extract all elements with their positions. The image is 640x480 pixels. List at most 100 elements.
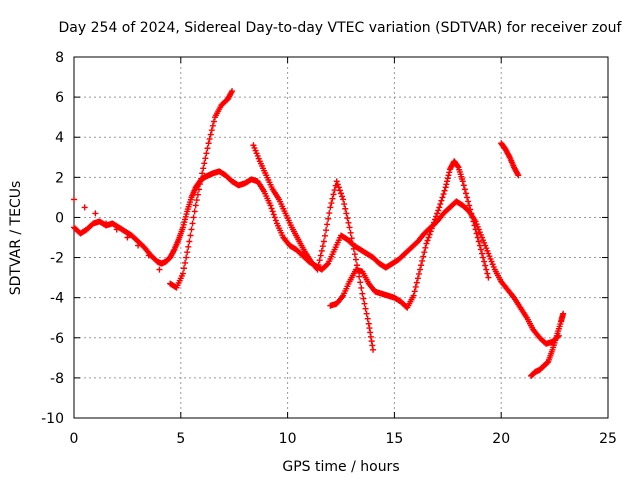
y-tick-label: 8 [55,50,64,66]
data-point [348,235,355,242]
data-point [183,254,190,261]
axes: 0 5 10 15 20 25 -10 -8 -6 -4 -2 0 2 4 6 8 [41,50,617,447]
data-point [357,279,364,286]
data-point [434,210,441,217]
data-point [92,210,99,217]
data-point [427,228,434,235]
data-point [200,165,207,172]
data-point [349,240,356,247]
data-point [430,219,437,226]
data-point [415,270,422,277]
data-point [201,160,208,167]
data-point [420,253,427,260]
data-point [364,315,371,322]
data-point [421,249,428,256]
x-tick-label: 25 [599,431,617,447]
data-point [477,246,484,253]
data-point [323,227,330,234]
data-point [362,305,369,312]
data-point [330,191,337,198]
data-point [343,210,350,217]
data-point [203,150,210,157]
data-point [331,187,338,194]
data-point [438,197,445,204]
data-point [194,191,201,198]
data-point [475,238,482,245]
data-point [342,205,349,212]
x-tick-label: 5 [176,431,185,447]
data-point [482,262,489,269]
data-point [439,194,446,201]
data-point [192,202,199,209]
data-point [429,222,436,229]
data-point [468,210,475,217]
data-point [361,300,368,307]
x-tick-label: 0 [70,431,79,447]
data-point [428,225,435,232]
data-point [356,273,363,280]
data-point [181,265,188,272]
data-point [188,226,195,233]
data-point [321,232,328,239]
data-point [412,283,419,290]
data-point [360,295,367,302]
data-point [417,266,424,273]
data-point [325,215,332,222]
data-point [365,320,372,327]
data-point [350,245,357,252]
data-point [459,178,466,185]
data-point [476,242,483,249]
data-point [370,346,377,353]
data-point [464,194,471,201]
data-point [185,243,192,250]
data-point [204,145,211,152]
data-point [425,234,432,241]
data-point [419,257,426,264]
data-point [315,261,322,268]
data-point [319,243,326,250]
data-point [469,214,476,221]
data-point [366,325,373,332]
data-point [316,257,323,264]
plot-frame [73,56,609,419]
data-point [483,266,490,273]
data-point [424,237,431,244]
y-tick-label: -10 [41,411,64,427]
data-point [318,247,325,254]
data-point [268,205,275,212]
data-point [326,210,333,217]
data-point [197,181,204,188]
data-point [124,234,131,241]
data-point [442,184,449,191]
data-point [327,204,334,211]
data-point [198,175,205,182]
data-point [358,284,365,291]
data-point [336,187,343,194]
data-point [480,254,487,261]
data-point [145,252,152,259]
data-point [435,207,442,214]
data-point [205,140,212,147]
data-point [324,221,331,228]
data-point [341,201,348,208]
data-point [437,201,444,208]
x-tick-label: 20 [492,431,510,447]
y-tick-label: -4 [50,291,64,307]
y-tick-label: 0 [55,210,64,226]
data-point [474,234,481,241]
y-tick-label: -8 [50,371,64,387]
data-point [367,333,374,340]
y-axis-label: SDTVAR / TECUs [8,181,24,296]
y-tick-label: 6 [55,90,64,106]
data-point [422,244,429,251]
y-tick-label: 2 [55,170,64,186]
data-point [478,250,485,257]
data-point [443,181,450,188]
data-point [418,262,425,269]
data-point [461,186,468,193]
x-axis-label: GPS time / hours [282,459,399,475]
data-point [334,181,341,188]
y-tick-label: 4 [55,130,64,146]
x-tick-label: 15 [385,431,403,447]
